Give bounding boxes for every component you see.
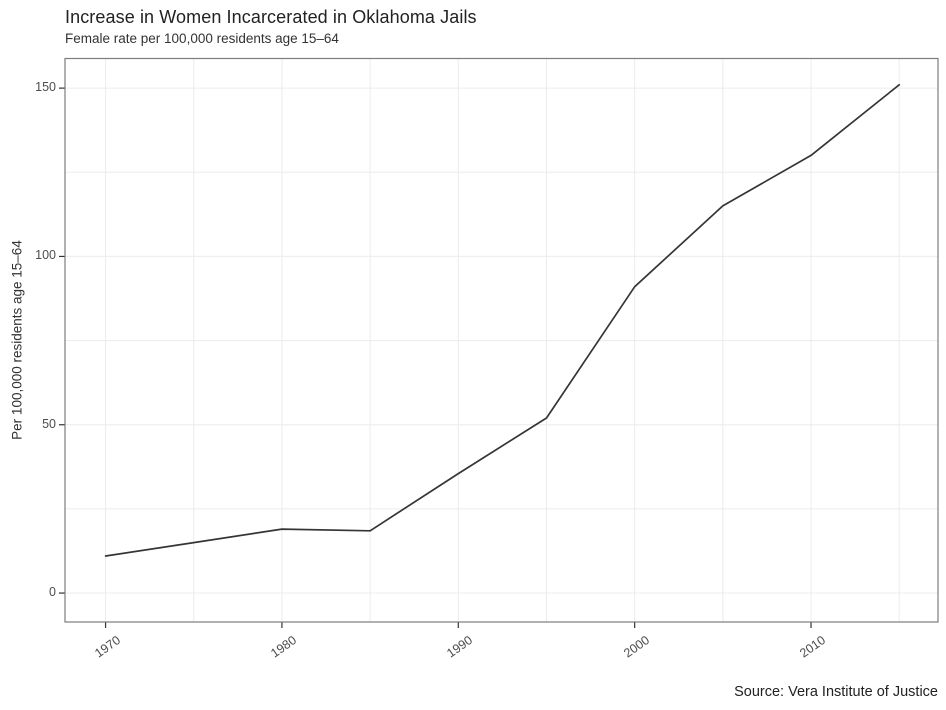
chart-subtitle: Female rate per 100,000 residents age 15… [65, 31, 339, 46]
y-tick-label: 0 [49, 585, 56, 600]
chart-title: Increase in Women Incarcerated in Oklaho… [65, 7, 477, 27]
y-tick-label: 100 [35, 248, 56, 263]
trend-line [104, 83, 901, 557]
y-axis-label: Per 100,000 residents age 15–64 [9, 240, 25, 440]
panel-border [64, 57, 939, 623]
y-tick-label: 50 [42, 416, 56, 431]
y-tick-label: 150 [35, 80, 56, 95]
source-credit: Source: Vera Institute of Justice [734, 684, 938, 700]
